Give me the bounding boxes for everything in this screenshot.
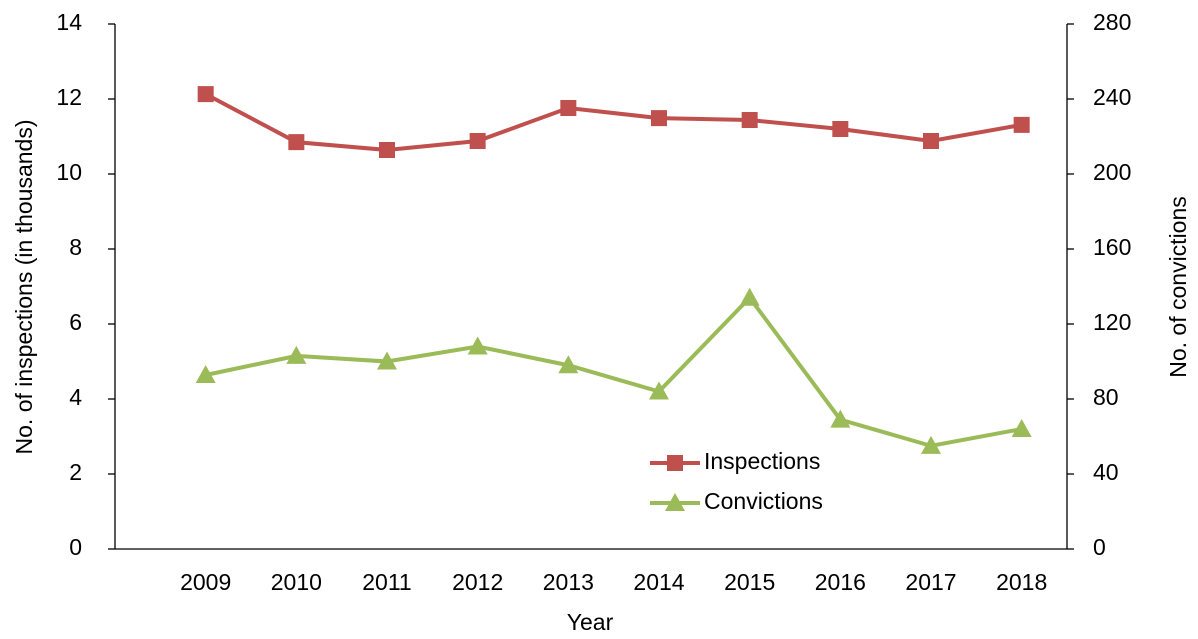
marker [467, 336, 488, 355]
marker [469, 133, 486, 149]
marker [286, 345, 307, 364]
x-tick-label: 2018 [996, 569, 1047, 595]
legend-label: Inspections [704, 448, 820, 474]
marker [923, 133, 939, 149]
marker [651, 110, 667, 127]
x-tick-label: 2009 [180, 569, 231, 595]
y-tick-label: 6 [69, 309, 82, 335]
marker [665, 493, 685, 511]
marker [830, 409, 851, 428]
y-tick-label: 12 [56, 84, 82, 110]
y2-tick-label: 120 [1093, 309, 1131, 335]
x-tick-label: 2013 [543, 569, 594, 595]
marker [649, 381, 669, 400]
x-axis-label: Year [567, 609, 614, 635]
y2-tick-label: 160 [1093, 234, 1131, 260]
legend-label: Convictions [704, 488, 823, 514]
series-line [205, 294, 1023, 448]
y-tick-label: 0 [69, 534, 82, 560]
marker [560, 100, 577, 116]
y2-axis-label: No. of convictions [1165, 196, 1191, 378]
marker [377, 351, 397, 370]
marker [288, 134, 305, 151]
marker [1013, 116, 1030, 133]
x-tick-label: 2010 [271, 569, 322, 595]
y-tick-label: 10 [56, 159, 82, 185]
y-tick-label: 8 [69, 234, 82, 260]
marker [379, 142, 395, 158]
marker [1011, 419, 1032, 437]
series-line [204, 92, 1023, 153]
marker [832, 121, 849, 137]
x-tick-label: 2015 [724, 569, 775, 595]
x-tick-label: 2016 [815, 569, 866, 595]
y2-tick-label: 0 [1093, 534, 1106, 560]
x-tick-label: 2017 [905, 569, 956, 595]
y2-tick-label: 200 [1093, 159, 1131, 185]
y2-tick-label: 40 [1093, 459, 1119, 485]
y2-tick-label: 80 [1093, 384, 1119, 410]
y-tick-label: 14 [56, 9, 82, 35]
y-tick-label: 4 [69, 384, 82, 410]
marker [921, 435, 941, 454]
marker [667, 455, 683, 471]
y2-tick-label: 280 [1093, 9, 1131, 35]
marker [197, 86, 214, 103]
marker [739, 287, 760, 306]
y2-tick-label: 240 [1093, 84, 1131, 110]
x-tick-label: 2011 [362, 569, 411, 595]
x-tick-label: 2014 [633, 569, 684, 595]
marker [195, 365, 216, 383]
y-tick-label: 2 [69, 459, 82, 485]
x-tick-label: 2012 [452, 569, 503, 595]
marker [558, 355, 579, 374]
y-axis-label: No. of inspections (in thousands) [11, 120, 37, 455]
marker [741, 112, 758, 128]
